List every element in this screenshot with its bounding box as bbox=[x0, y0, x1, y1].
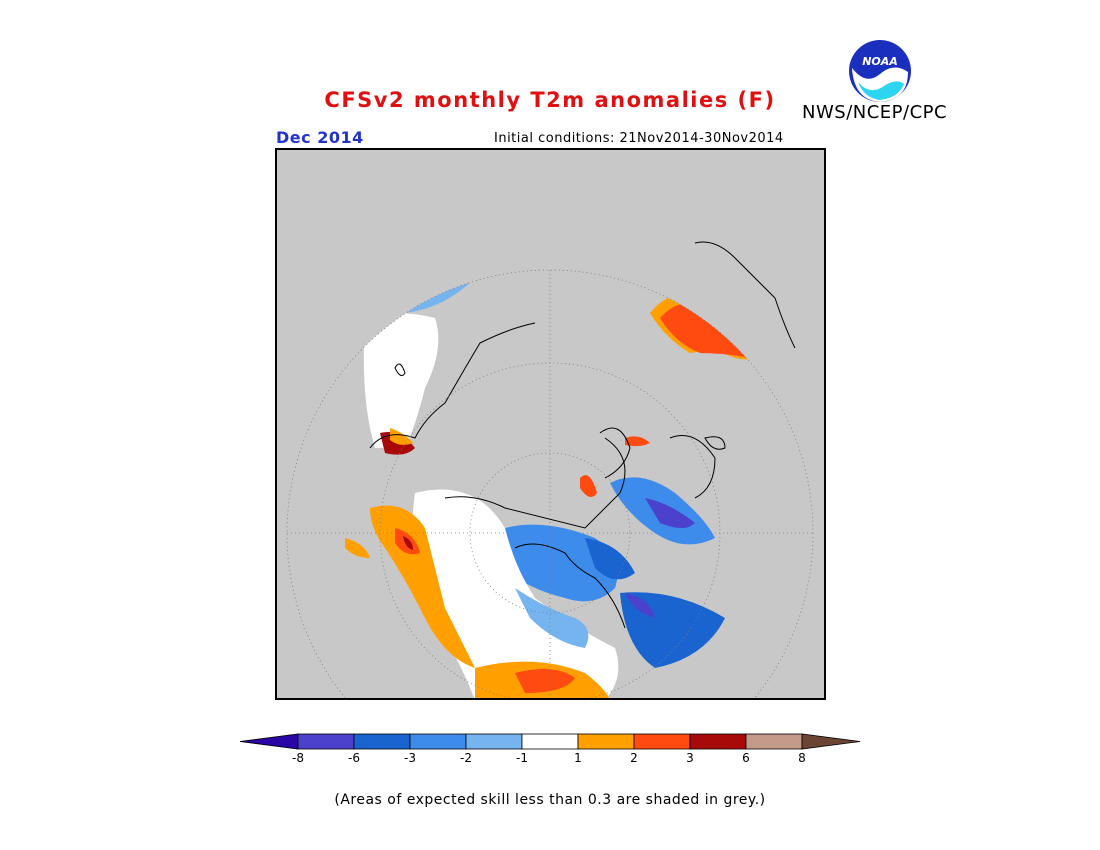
legend-swatch bbox=[689, 733, 747, 750]
coastlines bbox=[369, 241, 796, 629]
legend-tick-label: 1 bbox=[574, 751, 582, 765]
legend-tick-label: 6 bbox=[742, 751, 750, 765]
legend-swatch bbox=[465, 733, 523, 750]
legend-swatch bbox=[353, 733, 411, 750]
legend-swatch bbox=[745, 733, 803, 750]
legend-tick-label: 8 bbox=[798, 751, 806, 765]
legend-tick-label: 3 bbox=[686, 751, 694, 765]
legend-arrow-high bbox=[801, 733, 861, 750]
legend-swatch bbox=[521, 733, 579, 750]
logo-text: NOAA bbox=[862, 55, 898, 68]
legend-tick-label: -1 bbox=[516, 751, 528, 765]
map-background bbox=[275, 148, 826, 700]
legend-swatch bbox=[633, 733, 691, 750]
legend-tick-label: 2 bbox=[630, 751, 638, 765]
anomaly-map bbox=[275, 148, 826, 700]
legend-tick-label: -8 bbox=[292, 751, 304, 765]
initial-conditions: Initial conditions: 21Nov2014-30Nov2014 bbox=[494, 131, 784, 146]
graticule bbox=[286, 269, 814, 700]
region-europe-neutral bbox=[363, 313, 439, 448]
legend-swatch bbox=[409, 733, 467, 750]
legend-swatch bbox=[577, 733, 635, 750]
legend-tick-label: -3 bbox=[404, 751, 416, 765]
skill-note: (Areas of expected skill less than 0.3 a… bbox=[334, 792, 766, 808]
legend-arrow-low bbox=[239, 733, 299, 750]
legend-swatch bbox=[297, 733, 355, 750]
legend-tick-label: -2 bbox=[460, 751, 472, 765]
region-alaska-warm bbox=[370, 505, 475, 668]
noaa-logo-icon: NOAA bbox=[849, 40, 911, 102]
map-title: CFSv2 monthly T2m anomalies (F) bbox=[324, 88, 776, 112]
forecast-month: Dec 2014 bbox=[276, 128, 364, 147]
map-frame bbox=[275, 148, 826, 700]
agency-label: NWS/NCEP/CPC bbox=[802, 102, 948, 123]
legend-tick-label: -6 bbox=[348, 751, 360, 765]
color-legend: -8 -6 -3 -2 -1 1 2 3 6 8 bbox=[239, 733, 861, 765]
